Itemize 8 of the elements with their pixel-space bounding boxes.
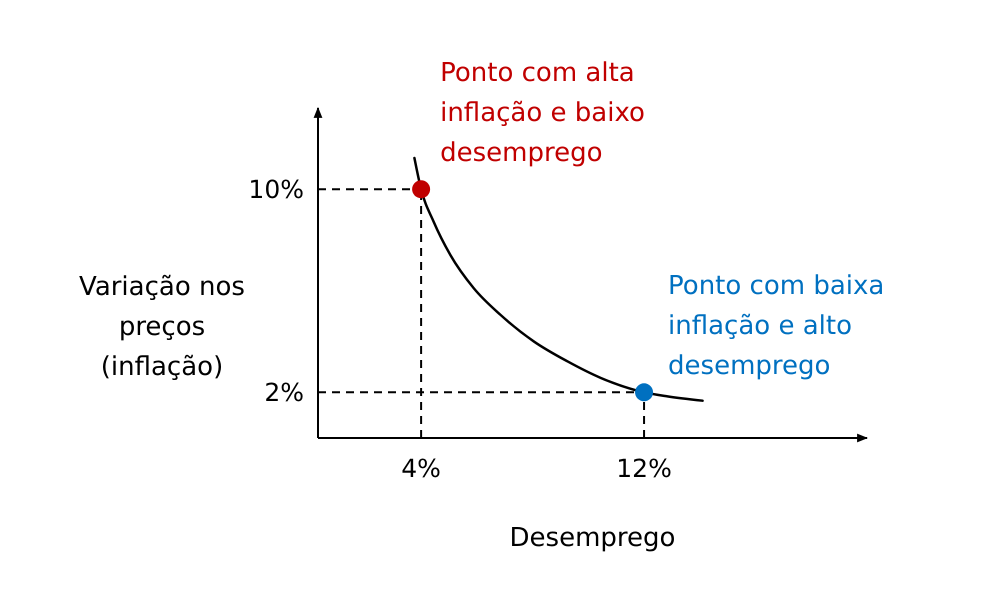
x-axis-title: Desemprego [508,522,676,555]
y-tick-label: 10% [248,175,304,204]
series-label: Ponto com baixa inflação e alto desemprego [668,270,886,384]
y-tick-label: 2% [264,378,304,408]
series-label: Ponto com alta inflação e baixo desemprego [440,57,646,170]
x-tick-label: 12% [616,454,672,483]
y-axis-title: Variação nos preços (inflação) [78,271,246,384]
x-tick-label: 4% [401,454,441,483]
